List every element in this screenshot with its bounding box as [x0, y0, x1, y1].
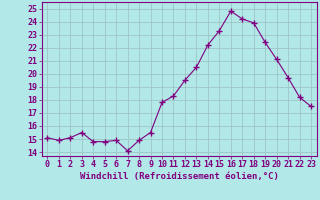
X-axis label: Windchill (Refroidissement éolien,°C): Windchill (Refroidissement éolien,°C)	[80, 172, 279, 181]
